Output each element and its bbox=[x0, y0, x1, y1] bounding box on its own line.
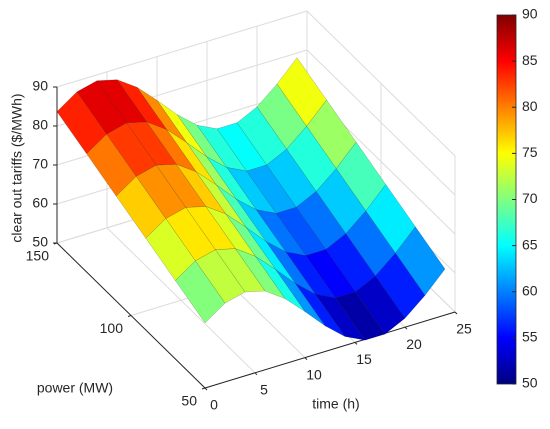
x-tick bbox=[454, 311, 458, 315]
z-axis-title: clear out tariffs ($/MWh) bbox=[9, 93, 25, 242]
surface-patch bbox=[245, 226, 296, 284]
y-tick bbox=[201, 387, 206, 390]
x-tick-label: 15 bbox=[356, 351, 372, 367]
surface-patch bbox=[225, 213, 276, 270]
x-tick bbox=[254, 372, 258, 376]
x-tick-label: 20 bbox=[406, 336, 422, 352]
z-tick-label: 50 bbox=[32, 234, 48, 250]
y-tick-label: 100 bbox=[100, 320, 124, 336]
surface-patch bbox=[115, 176, 167, 239]
colorbar-tick-label: 70 bbox=[522, 190, 538, 206]
surface-patch bbox=[186, 142, 237, 200]
x-tick bbox=[304, 357, 308, 360]
colorbar-tick-label: 50 bbox=[522, 375, 538, 391]
x-tick-label: 25 bbox=[456, 321, 472, 337]
surface-patch bbox=[235, 248, 286, 299]
x-tick-label: 10 bbox=[306, 366, 322, 382]
y-axis-title: power (MW) bbox=[37, 380, 113, 396]
y-tick-label: 150 bbox=[26, 248, 50, 264]
colorbar-tick-label: 60 bbox=[522, 282, 538, 298]
surface-patch bbox=[86, 133, 137, 197]
y-tick bbox=[127, 315, 132, 317]
z-tick-label: 70 bbox=[32, 156, 48, 172]
surface-patch bbox=[246, 164, 297, 214]
surface-patch bbox=[235, 198, 287, 253]
colorbar-tick-label: 85 bbox=[522, 52, 538, 68]
surface-patch bbox=[146, 121, 197, 173]
surface-patch bbox=[215, 248, 266, 293]
colorbar-tick-label: 90 bbox=[522, 6, 538, 22]
surface-patch bbox=[175, 260, 226, 324]
colorbar-tick-label: 75 bbox=[522, 144, 538, 160]
x-tick-label: 5 bbox=[260, 382, 268, 398]
z-tick-label: 80 bbox=[32, 117, 48, 133]
surface-patch bbox=[135, 164, 187, 219]
y-tick-label: 50 bbox=[181, 393, 197, 409]
surface-patch bbox=[255, 209, 307, 256]
z-tick-label: 90 bbox=[32, 78, 48, 94]
colorbar-tick-label: 80 bbox=[522, 98, 538, 114]
x-tick bbox=[404, 326, 408, 330]
x-tick-label: 0 bbox=[210, 397, 218, 413]
colorbar-tick-label: 65 bbox=[522, 236, 538, 252]
z-tick-label: 60 bbox=[32, 195, 48, 211]
colorbar-tick-label: 55 bbox=[522, 329, 538, 345]
x-axis-title: time (h) bbox=[312, 396, 359, 412]
x-tick bbox=[204, 387, 208, 391]
grid-line bbox=[56, 10, 456, 157]
surface-patch bbox=[185, 206, 236, 250]
x-tick bbox=[354, 342, 358, 345]
